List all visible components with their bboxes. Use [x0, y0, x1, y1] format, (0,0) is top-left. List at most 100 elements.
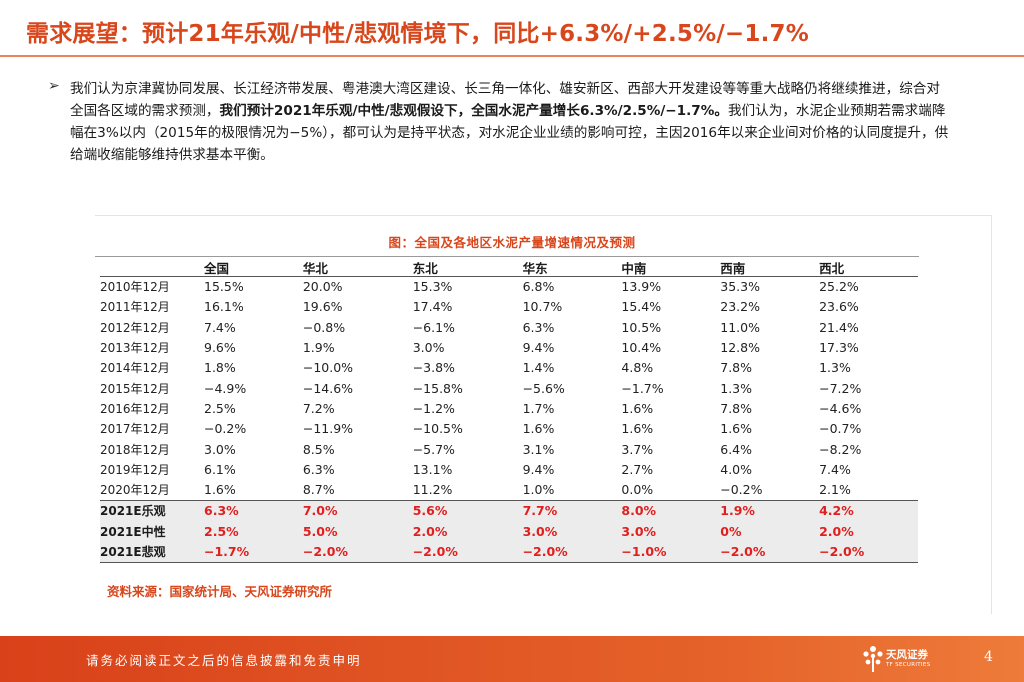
bullet-paragraph: ➢ 我们认为京津冀协同发展、长江经济带发展、粤港澳大湾区建设、长三角一体化、雄安…: [48, 78, 950, 166]
table-cell: −8.2%: [819, 441, 862, 457]
column-header: 西北: [819, 262, 918, 277]
table-cell: −6.1%: [412, 319, 455, 335]
table-cell: 7.4%: [819, 461, 851, 477]
table-cell: 7.8%: [720, 400, 753, 416]
table-cell: 3.0%: [621, 521, 721, 542]
table-cell: −10.5%: [412, 421, 463, 437]
table-cell: 12.8%: [720, 340, 760, 356]
table-cell: 6.3%: [302, 461, 335, 477]
table-cell: −1.7%: [621, 380, 664, 396]
row-label: 2010年12月: [100, 280, 170, 295]
row-label: 2012年12月: [100, 320, 170, 335]
column-header: [100, 262, 204, 277]
column-header: 中南: [621, 262, 721, 277]
table-cell: 2.0%: [412, 521, 523, 542]
table-cell: 9.4%: [522, 340, 555, 356]
table-cell: 10.4%: [621, 340, 662, 356]
table-cell: −2.0%: [720, 541, 820, 564]
table-cell: 23.2%: [720, 299, 760, 315]
table-cell: 1.9%: [302, 340, 335, 356]
table-header-row: 全国 华北 东北 华东 中南 西南 西北: [100, 262, 918, 277]
table-cell: 0%: [720, 521, 820, 542]
table-row: 2012年12月 7.4% −0.8% −6.1% 6.3% 10.5% 11.0% 21.4…: [100, 318, 918, 338]
row-label: 2021E中性: [100, 521, 204, 542]
table-cell: −4.9%: [204, 380, 247, 396]
table-cell: 9.6%: [204, 340, 236, 356]
logo-name: 天风证券: [886, 649, 928, 661]
table-cell: 1.6%: [522, 421, 555, 437]
table-cell: 1.3%: [819, 360, 851, 376]
table-cell: 3.0%: [522, 521, 622, 542]
column-header: 全国: [204, 262, 303, 277]
column-header: 华北: [302, 262, 413, 277]
table-cell: 8.5%: [302, 441, 335, 457]
table-cell: 11.2%: [412, 482, 453, 498]
company-logo: 天风证券 TF SECURITIES: [862, 644, 942, 676]
bullet-arrow-icon: ➢: [48, 78, 60, 94]
table-cell: 25.2%: [819, 279, 859, 295]
table-cell: 1.0%: [522, 482, 555, 498]
table-cell: 7.4%: [204, 319, 236, 335]
table-cell: −1.2%: [412, 400, 455, 416]
table-cell: 17.4%: [412, 299, 453, 315]
table-cell: 1.8%: [204, 360, 236, 376]
figure-frame: [95, 215, 992, 614]
page-number: 4: [984, 649, 993, 665]
table-cell: −15.8%: [412, 380, 463, 396]
table-cell: −2.0%: [302, 541, 413, 564]
table-cell: 2.1%: [819, 482, 851, 498]
table-row: 2010年12月 15.5% 20.0% 15.3% 6.8% 13.9% 35.3% 25.…: [100, 277, 918, 298]
table-cell: 1.6%: [621, 421, 654, 437]
table-cell: 1.3%: [720, 380, 753, 396]
table-cell: −0.8%: [302, 319, 346, 335]
row-label: 2015年12月: [100, 381, 170, 396]
disclaimer-text: 请务必阅读正文之后的信息披露和免责申明: [86, 653, 362, 668]
table-cell: −14.6%: [302, 380, 354, 396]
table-cell: −4.6%: [819, 400, 862, 416]
row-label: 2020年12月: [100, 483, 170, 498]
paragraph-text-part-2: 我们认为，水泥企业预期若需求端降幅在3%以内（2015年的极限情况为−5%），都…: [70, 103, 949, 163]
table-cell: −7.2%: [819, 380, 862, 396]
table-cell: −1.7%: [204, 541, 303, 564]
table-cell: −10.0%: [302, 360, 354, 376]
table-cell: 13.1%: [412, 461, 453, 477]
table-cell: 10.7%: [522, 299, 563, 315]
table-cell: 7.0%: [302, 500, 413, 522]
table-cell: 1.6%: [204, 482, 236, 498]
figure-title-divider: [95, 256, 919, 257]
table-cell: −11.9%: [302, 421, 354, 437]
table-cell: −0.7%: [819, 421, 862, 437]
table-row: 2021E中性 2.5% 5.0% 2.0% 3.0% 3.0% 0% 2.0%: [100, 521, 918, 542]
row-label: 2019年12月: [100, 462, 170, 477]
table-cell: 11.0%: [720, 319, 760, 335]
table-row: 2021E乐观 6.3% 7.0% 5.6% 7.7% 8.0% 1.9% 4.2%: [100, 500, 918, 522]
table-cell: 8.0%: [621, 500, 721, 522]
table-cell: 9.4%: [522, 461, 555, 477]
flower-logo-icon: [863, 646, 883, 672]
table-cell: 15.3%: [412, 279, 453, 295]
page-title: 需求展望：预计21年乐观/中性/悲观情境下，同比+6.3%/+2.5%/−1.7…: [26, 21, 809, 47]
title-divider: [0, 55, 1024, 57]
table-cell: 3.0%: [412, 340, 445, 356]
table-cell: 1.4%: [522, 360, 555, 376]
table-cell: 4.2%: [819, 500, 918, 522]
table-cell: 23.6%: [819, 299, 859, 315]
table-row: 2020年12月 1.6% 8.7% 11.2% 1.0% 0.0% −0.2% 2.1%: [100, 480, 918, 501]
table-cell: 20.0%: [302, 279, 343, 295]
table-cell: 5.6%: [412, 500, 523, 522]
table-cell: 13.9%: [621, 279, 662, 295]
paragraph-text-part-1: 我们认为京津冀协同发展、长江经济带发展、粤港澳大湾区建设、长三角一体化、雄安新区…: [70, 81, 940, 119]
table-cell: 4.8%: [621, 360, 654, 376]
row-label: 2017年12月: [100, 422, 170, 437]
paragraph-text-bold: 我们预计2021年乐观/中性/悲观假设下，全国水泥产量增长6.3%/2.5%/−…: [219, 103, 728, 119]
table-cell: 1.7%: [522, 400, 555, 416]
row-label: 2016年12月: [100, 401, 170, 416]
table-cell: 7.8%: [720, 360, 753, 376]
table-cell: −5.6%: [522, 380, 565, 396]
table-cell: −0.2%: [720, 482, 763, 498]
table-cell: −0.2%: [204, 421, 247, 437]
table-row: 2011年12月 16.1% 19.6% 17.4% 10.7% 15.4% 23.2% 23…: [100, 297, 918, 317]
table-cell: 2.5%: [204, 521, 303, 542]
table-cell: 17.3%: [819, 340, 859, 356]
table-row: 2014年12月 1.8% −10.0% −3.8% 1.4% 4.8% 7.8% 1.3%: [100, 358, 918, 378]
